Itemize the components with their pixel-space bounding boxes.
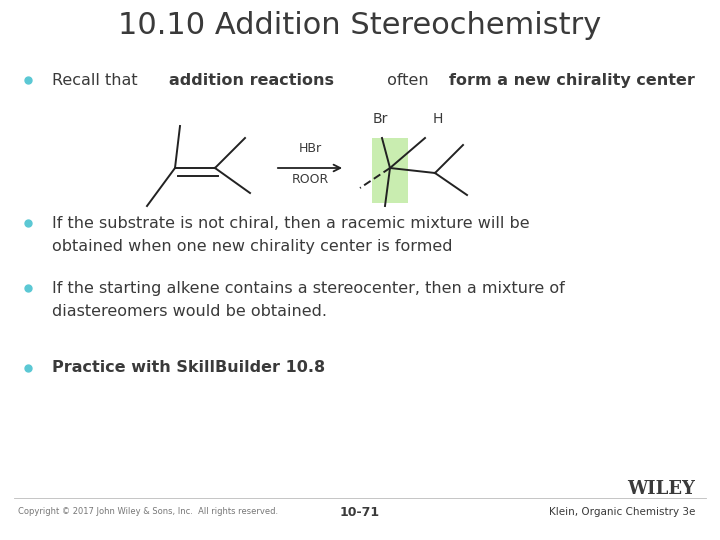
Text: diastereomers would be obtained.: diastereomers would be obtained.: [52, 303, 327, 319]
Text: ROOR: ROOR: [292, 173, 328, 186]
Text: Recall that: Recall that: [52, 72, 143, 87]
Text: Copyright © 2017 John Wiley & Sons, Inc.  All rights reserved.: Copyright © 2017 John Wiley & Sons, Inc.…: [18, 508, 278, 516]
Text: often: often: [382, 72, 433, 87]
Text: 10-71: 10-71: [340, 505, 380, 518]
Bar: [372, 138, 408, 203]
Text: Klein, Organic Chemistry 3e: Klein, Organic Chemistry 3e: [549, 507, 695, 517]
Text: If the starting alkene contains a stereocenter, then a mixture of: If the starting alkene contains a stereo…: [52, 280, 564, 295]
Text: obtained when one new chirality center is formed: obtained when one new chirality center i…: [52, 239, 452, 253]
Text: WILEY: WILEY: [627, 480, 695, 498]
Text: 10.10 Addition Stereochemistry: 10.10 Addition Stereochemistry: [118, 10, 602, 39]
Text: Practice with SkillBuilder 10.8: Practice with SkillBuilder 10.8: [52, 361, 325, 375]
Text: If the substrate is not chiral, then a racemic mixture will be: If the substrate is not chiral, then a r…: [52, 215, 530, 231]
Text: addition reactions: addition reactions: [169, 72, 334, 87]
Text: H: H: [433, 112, 444, 126]
Text: form a new chirality center: form a new chirality center: [449, 72, 695, 87]
Text: HBr: HBr: [298, 142, 322, 155]
Text: Br: Br: [372, 112, 387, 126]
